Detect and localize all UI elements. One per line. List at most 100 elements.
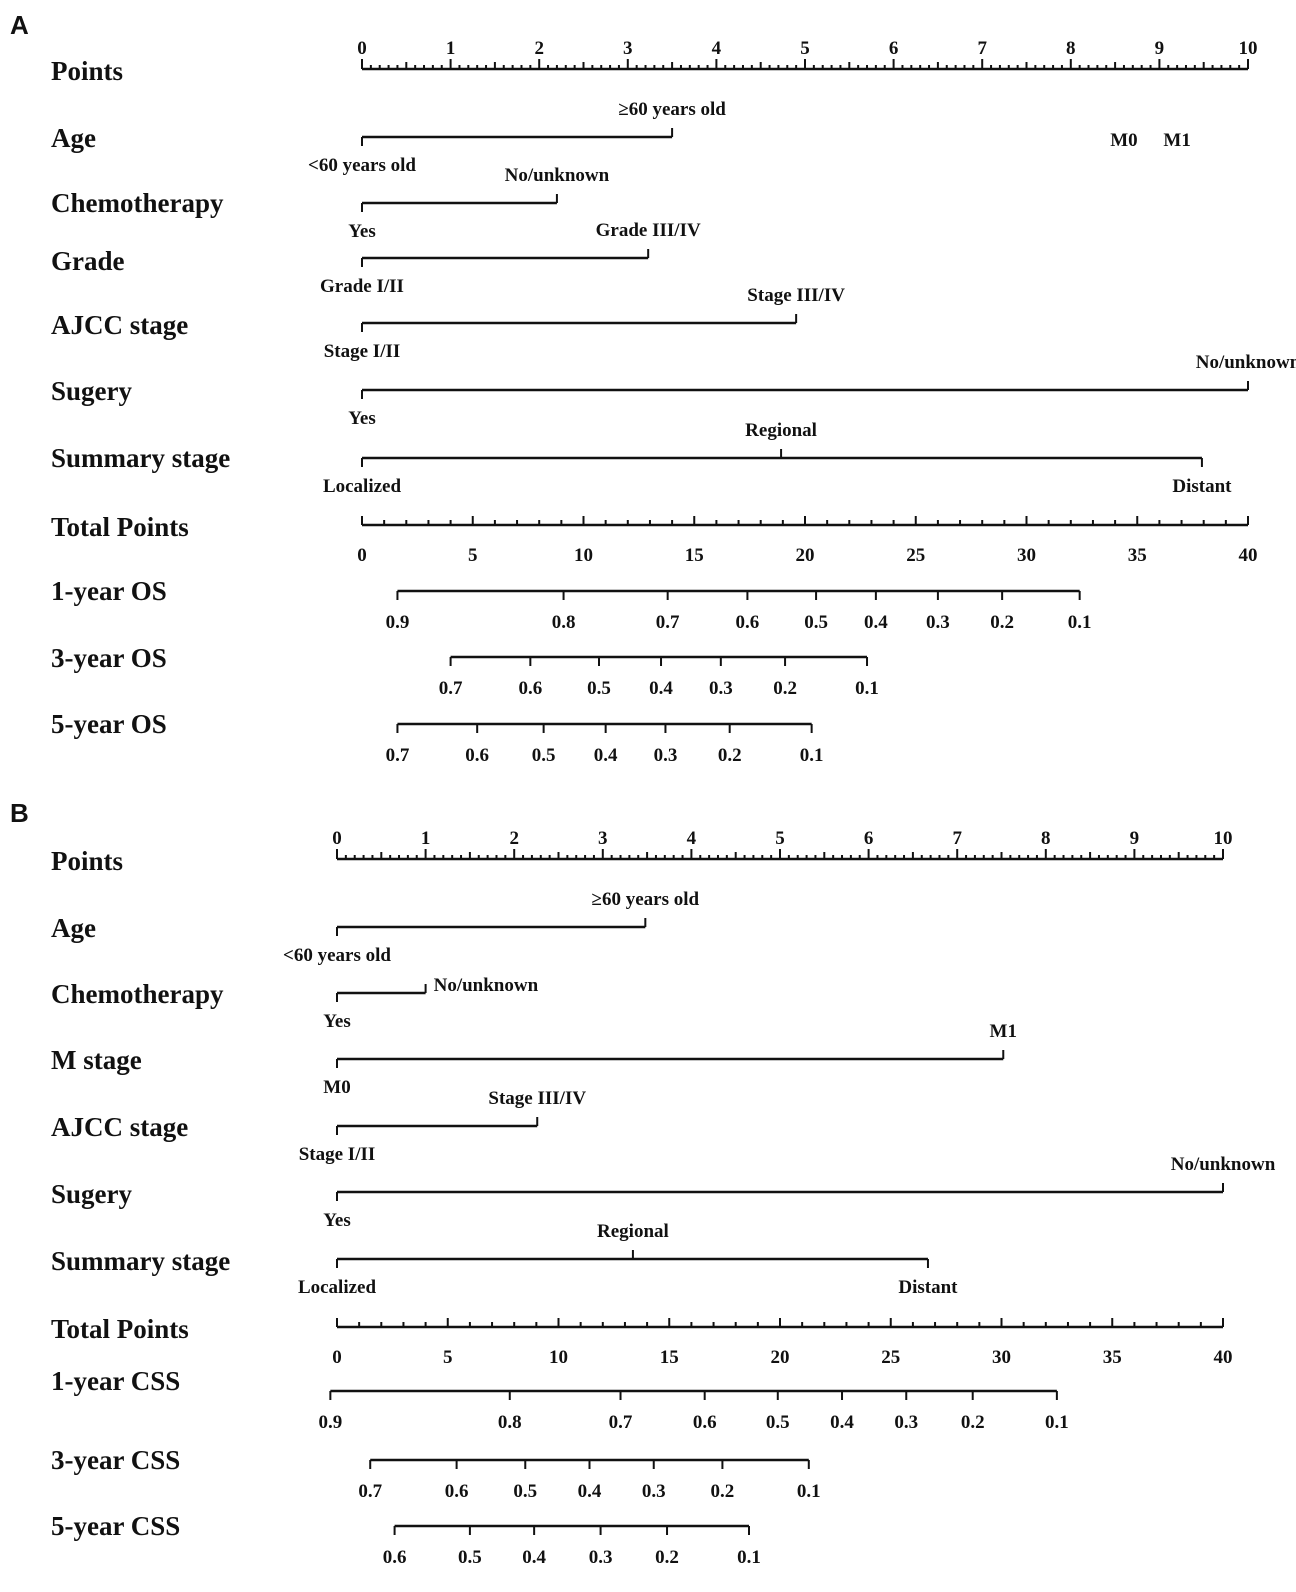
panel-b-1-year-css-label: 1-year CSS [51, 1366, 180, 1396]
panel-a-sugery-label: Sugery [51, 376, 133, 406]
panel-a-3-year-os-tick-label: 0.6 [518, 678, 542, 699]
panel-a-3-year-os-tick-label: 0.4 [649, 678, 673, 699]
panel-b-total-points-tick-label: 35 [1103, 1347, 1122, 1368]
panel-b-3-year-css-tick-label: 0.1 [797, 1481, 821, 1502]
panel-b-total-points-tick-label: 10 [549, 1347, 568, 1368]
panel-b-total-points-tick-label: 15 [660, 1347, 679, 1368]
panel-a-total-points-tick-label: 10 [574, 545, 593, 566]
panel-b-5-year-css-tick-label: 0.6 [383, 1547, 407, 1568]
panel-b-summary-stage-label: Summary stage [51, 1246, 230, 1276]
panel-b-5-year-css-tick-label: 0.2 [655, 1547, 679, 1568]
panel-b-points-tick-label: 3 [598, 828, 608, 849]
panel-b-3-year-css-label: 3-year CSS [51, 1445, 180, 1475]
panel-b-points-tick-label: 5 [775, 828, 785, 849]
panel-a-total-points-label: Total Points [51, 512, 189, 542]
panel-a-points-tick-label: 9 [1155, 38, 1165, 59]
panel-b-sugery-label: Sugery [51, 1179, 133, 1209]
panel-a-3-year-os-label: 3-year OS [51, 643, 167, 673]
panel-b-total-points-tick-label: 5 [443, 1347, 453, 1368]
panel-b-summary-stage-level-label: Regional [597, 1221, 669, 1242]
panel-a-points-tick-label: 0 [357, 38, 367, 59]
panel-a-age-level-label: <60 years old [308, 155, 416, 176]
panel-b-1-year-css-tick-label: 0.2 [961, 1412, 985, 1433]
panel-a-chemotherapy-level-label: Yes [348, 221, 375, 242]
panel-b-1-year-css-tick-label: 0.3 [894, 1412, 918, 1433]
panel-a-sugery-level-label: Yes [348, 408, 375, 429]
panel-a-summary-stage-label: Summary stage [51, 443, 230, 473]
panel-a-age-level-label: ≥60 years old [618, 99, 726, 120]
panel-a-chemotherapy-label: Chemotherapy [51, 188, 224, 218]
panel-a-letter: A [10, 10, 29, 40]
panel-b-age-level-label: ≥60 years old [592, 889, 700, 910]
panel-b-5-year-css-label: 5-year CSS [51, 1511, 180, 1541]
panel-b-total-points-tick-label: 20 [771, 1347, 790, 1368]
panel-b-points-tick-label: 10 [1214, 828, 1233, 849]
panel-b-1-year-css-tick-label: 0.9 [318, 1412, 342, 1433]
panel-b-total-points-tick-label: 0 [332, 1347, 342, 1368]
panel-b-1-year-css-tick-label: 0.6 [693, 1412, 717, 1433]
panel-b-total-points-label: Total Points [51, 1314, 189, 1344]
panel-b-5-year-css-tick-label: 0.4 [522, 1547, 546, 1568]
panel-a-summary-stage-level-label: Regional [745, 420, 817, 441]
panel-a-3-year-os-tick-label: 0.7 [439, 678, 463, 699]
panel-a-total-points-tick-label: 20 [796, 545, 815, 566]
panel-b-points-tick-label: 2 [509, 828, 519, 849]
panel-b-m-stage-label: M stage [51, 1045, 142, 1075]
panel-a-5-year-os-tick-label: 0.2 [718, 745, 742, 766]
panel-a-total-points-tick-label: 35 [1128, 545, 1147, 566]
panel-a-points-tick-label: 8 [1066, 38, 1076, 59]
panel-b-points-tick-label: 9 [1130, 828, 1140, 849]
panel-a-1-year-os-tick-label: 0.8 [552, 612, 576, 633]
panel-b-3-year-css-tick-label: 0.2 [711, 1481, 735, 1502]
panel-a-1-year-os-tick-label: 0.1 [1068, 612, 1092, 633]
panel-a-5-year-os-tick-label: 0.5 [532, 745, 556, 766]
panel-b-chemotherapy-label: Chemotherapy [51, 979, 224, 1009]
panel-a-5-year-os-tick-label: 0.7 [386, 745, 410, 766]
panel-b-m-stage-level-label: M1 [990, 1021, 1017, 1042]
panel-b-3-year-css-tick-label: 0.3 [642, 1481, 666, 1502]
panel-a-ajcc-stage-level-label: Stage I/II [324, 341, 401, 362]
panel-b-5-year-css-tick-label: 0.1 [737, 1547, 761, 1568]
panel-a-3-year-os-tick-label: 0.5 [587, 678, 611, 699]
panel-b-points-tick-label: 6 [864, 828, 874, 849]
panel-b-summary-stage-level-label: Distant [898, 1277, 958, 1298]
panel-b-sugery-level-label: Yes [323, 1210, 350, 1231]
panel-b-points-tick-label: 1 [421, 828, 431, 849]
panel-a-3-year-os-tick-label: 0.3 [709, 678, 733, 699]
panel-a-points-tick-label: 7 [977, 38, 987, 59]
panel-a-points-tick-label: 5 [800, 38, 810, 59]
panel-a-points-tick-label: 6 [889, 38, 899, 59]
panel-a-total-points-tick-label: 40 [1239, 545, 1258, 566]
panel-a-age-label: Age [51, 123, 96, 153]
panel-a-points-tick-label: 2 [534, 38, 544, 59]
panel-a-total-points-tick-label: 15 [685, 545, 704, 566]
panel-b-1-year-css-tick-label: 0.5 [766, 1412, 790, 1433]
panel-b-points-tick-label: 7 [952, 828, 962, 849]
panel-a-total-points-tick-label: 25 [906, 545, 925, 566]
panel-a-summary-stage-level-label: Distant [1172, 476, 1232, 497]
panel-b-1-year-css-tick-label: 0.7 [609, 1412, 633, 1433]
panel-a-points-tick-label: 1 [446, 38, 456, 59]
panel-b-ajcc-stage-level-label: Stage III/IV [488, 1088, 586, 1109]
panel-a-1-year-os-tick-label: 0.2 [990, 612, 1014, 633]
panel-a-points-tick-label: 3 [623, 38, 633, 59]
panel-b-points-tick-label: 4 [687, 828, 697, 849]
panel-a-5-year-os-tick-label: 0.3 [654, 745, 678, 766]
panel-a-total-points-tick-label: 5 [468, 545, 478, 566]
panel-a-sugery-level-label: No/unknown [1196, 352, 1296, 373]
panel-a-stray-label-m1: M1 [1163, 130, 1190, 151]
panel-a-stray-label-m0: M0 [1110, 130, 1137, 151]
panel-a-total-points-tick-label: 0 [357, 545, 367, 566]
panel-b-3-year-css-tick-label: 0.5 [513, 1481, 537, 1502]
panel-b-5-year-css-tick-label: 0.3 [589, 1547, 613, 1568]
panel-a-grade-level-label: Grade III/IV [596, 220, 701, 241]
panel-b-letter: B [10, 798, 29, 828]
panel-b-age-level-label: <60 years old [283, 945, 391, 966]
panel-a-points-tick-label: 4 [712, 38, 722, 59]
panel-a-3-year-os-tick-label: 0.2 [773, 678, 797, 699]
panel-a-1-year-os-tick-label: 0.4 [864, 612, 888, 633]
panel-b-points-label: Points [51, 846, 123, 876]
panel-a-points-label: Points [51, 56, 123, 86]
panel-a-1-year-os-tick-label: 0.9 [386, 612, 410, 633]
